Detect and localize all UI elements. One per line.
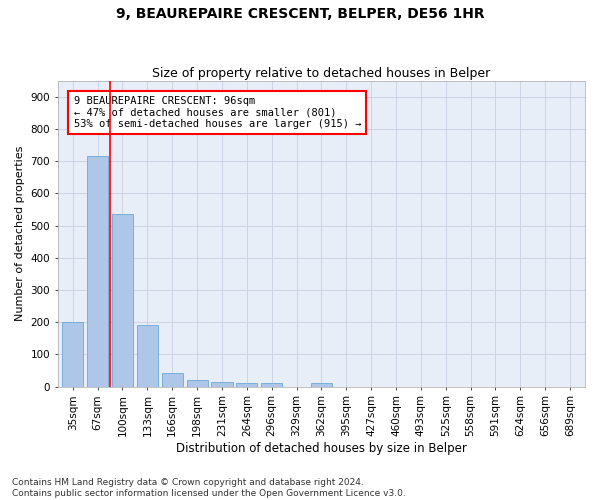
Bar: [62, 322, 83, 386]
Bar: [137, 324, 158, 386]
Bar: [211, 382, 233, 386]
Text: 9 BEAUREPAIRE CRESCENT: 96sqm
← 47% of detached houses are smaller (801)
53% of : 9 BEAUREPAIRE CRESCENT: 96sqm ← 47% of d…: [74, 96, 361, 129]
Bar: [87, 156, 108, 386]
X-axis label: Distribution of detached houses by size in Belper: Distribution of detached houses by size …: [176, 442, 467, 455]
Title: Size of property relative to detached houses in Belper: Size of property relative to detached ho…: [152, 66, 491, 80]
Bar: [311, 384, 332, 386]
Bar: [236, 383, 257, 386]
Bar: [187, 380, 208, 386]
Bar: [161, 373, 183, 386]
Text: 9, BEAUREPAIRE CRESCENT, BELPER, DE56 1HR: 9, BEAUREPAIRE CRESCENT, BELPER, DE56 1H…: [116, 8, 484, 22]
Y-axis label: Number of detached properties: Number of detached properties: [15, 146, 25, 322]
Bar: [261, 384, 282, 386]
Text: Contains HM Land Registry data © Crown copyright and database right 2024.
Contai: Contains HM Land Registry data © Crown c…: [12, 478, 406, 498]
Bar: [112, 214, 133, 386]
